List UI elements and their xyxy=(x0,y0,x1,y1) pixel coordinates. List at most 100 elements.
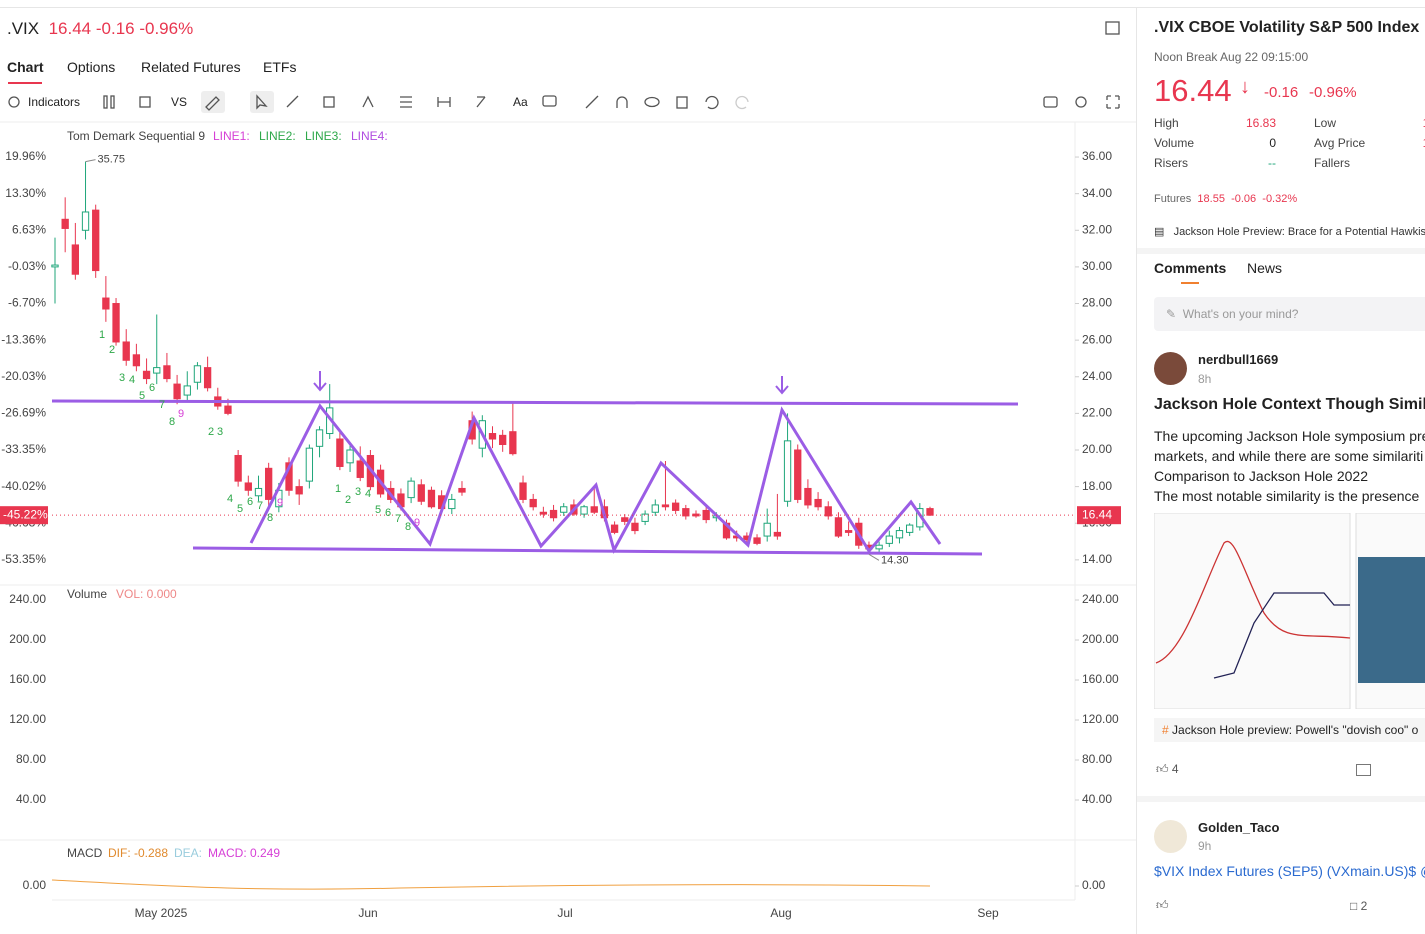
pct-tick-label: -53.35% xyxy=(1,552,46,566)
y-tick-label: 36.00 xyxy=(1082,149,1112,163)
candle-body xyxy=(895,530,904,539)
y-tick-label: 20.00 xyxy=(1082,442,1112,456)
username[interactable]: nerdbull1669 xyxy=(1198,352,1279,367)
tab[interactable]: Related Futures xyxy=(141,59,241,75)
td-count: 7 xyxy=(395,513,401,525)
chart: Tom Demark Sequential 9 LINE1: LINE2: LI… xyxy=(0,21,1136,920)
candle-body xyxy=(926,508,934,516)
pct: -0.96% xyxy=(139,19,194,38)
text-tool[interactable]: Aa xyxy=(513,95,528,109)
stat-value: 16.83 xyxy=(1245,116,1276,130)
body-line: Comparison to Jackson Hole 2022 xyxy=(1154,468,1369,484)
td-count: 6 xyxy=(149,382,155,394)
candles xyxy=(51,161,934,555)
candle-body xyxy=(875,544,883,550)
like-button[interactable]: 👍︎ xyxy=(1156,898,1169,912)
quote-pct: -0.96% xyxy=(1309,84,1357,101)
td-count: 3 xyxy=(119,372,125,384)
stat-value: 0 xyxy=(1269,136,1276,150)
candle-body xyxy=(641,513,649,522)
td-count: 4 xyxy=(365,488,371,500)
reply-icon[interactable] xyxy=(1356,764,1371,776)
candle-body xyxy=(346,449,354,464)
candle-body xyxy=(692,513,700,517)
stat-label: Volume xyxy=(1154,136,1195,150)
news-line[interactable]: ▤ Jackson Hole Preview: Brace for a Pote… xyxy=(1154,226,1425,238)
candle-body xyxy=(458,487,466,493)
tab[interactable]: Options xyxy=(67,59,116,75)
down-arrow: ↓ xyxy=(1240,76,1250,98)
candle-body xyxy=(682,508,690,517)
volume-tick-label: 120.00 xyxy=(1082,712,1119,726)
line-label: LINE4: xyxy=(351,129,388,143)
stat-label: Risers xyxy=(1154,156,1189,170)
candle-body xyxy=(173,383,181,400)
candle-body xyxy=(610,524,619,533)
tab[interactable]: Chart xyxy=(7,59,44,75)
futures-change: -0.06 xyxy=(1231,193,1257,205)
candle-body xyxy=(81,211,90,231)
y-tick-label: 28.00 xyxy=(1082,296,1112,310)
volume-tick-label: 240.00 xyxy=(1082,592,1119,606)
td-count: 5 xyxy=(375,504,381,516)
post-text[interactable]: $VIX Index Futures (SEP5) (VXmain.US)$ @ xyxy=(1154,863,1425,879)
td-count: 9 xyxy=(414,517,420,529)
post-body: The upcoming Jackson Hole symposium pre m… xyxy=(1154,426,1425,506)
candle-body xyxy=(499,434,507,446)
last-price-label: 16.44 xyxy=(1082,507,1112,521)
likes[interactable]: 👍︎ 4 xyxy=(1156,762,1179,776)
candle-body xyxy=(671,502,680,511)
volume-tick-label-left: 200.00 xyxy=(9,632,46,646)
td-count: 3 xyxy=(355,486,361,498)
td-count: 9 xyxy=(277,497,283,509)
indicators-button[interactable]: Indicators xyxy=(28,95,81,109)
candle-body xyxy=(844,530,853,533)
candle-body xyxy=(580,506,588,515)
y-tick-label: 26.00 xyxy=(1082,332,1112,346)
tab-underline xyxy=(8,82,42,84)
pct-tick-label: 6.63% xyxy=(12,222,46,236)
separator xyxy=(1137,248,1425,254)
td-count: 4 xyxy=(227,493,233,505)
high-label: 35.75 xyxy=(98,154,126,166)
candle-body xyxy=(336,438,344,467)
candle-body xyxy=(112,303,120,343)
avatar xyxy=(1154,352,1187,385)
candle-body xyxy=(621,517,629,522)
volume-tick-label: 160.00 xyxy=(1082,672,1119,686)
high-leader xyxy=(85,159,96,163)
candle-body xyxy=(315,429,324,447)
candle-body xyxy=(356,460,364,478)
news-title: Jackson Hole Preview: Brace for a Potent… xyxy=(1173,226,1425,238)
pct-tick-label: -0.03% xyxy=(8,259,46,273)
candle-body xyxy=(224,405,232,414)
tab[interactable]: ETFs xyxy=(263,59,297,75)
futures-price: 18.55 xyxy=(1197,193,1225,205)
comment-input[interactable]: ✎ What's on your mind? xyxy=(1154,297,1425,331)
low-leader xyxy=(868,553,880,561)
candle-body xyxy=(631,522,639,532)
divider xyxy=(1136,8,1137,934)
post-title[interactable]: Jackson Hole Context Though Similar xyxy=(1154,396,1425,413)
line-label: LINE3: xyxy=(305,129,342,143)
stat-label: High xyxy=(1154,116,1179,130)
vs-button[interactable]: VS xyxy=(171,95,188,109)
stat-label: Fallers xyxy=(1314,156,1351,170)
comments-tab[interactable]: Comments xyxy=(1154,260,1227,276)
username[interactable]: Golden_Taco xyxy=(1198,820,1280,835)
last-pct-label: -45.22% xyxy=(3,507,48,521)
stat-label: Avg Price xyxy=(1314,136,1366,150)
reply-count: 2 xyxy=(1360,899,1368,913)
quote-change: -0.16 xyxy=(1264,84,1299,101)
news-tab[interactable]: News xyxy=(1247,260,1283,276)
candle-body xyxy=(183,385,191,396)
candle-body xyxy=(417,484,425,502)
candle-body xyxy=(753,537,761,544)
stat-value: -- xyxy=(1268,156,1276,170)
replies[interactable]: □ 2 xyxy=(1350,899,1368,913)
avatar xyxy=(1154,820,1187,853)
tag[interactable]: # Jackson Hole preview: Powell's "dovish… xyxy=(1154,718,1425,742)
y-tick-label: 22.00 xyxy=(1082,406,1112,420)
pct-tick-label: -40.02% xyxy=(1,479,46,493)
td-count: 9 xyxy=(178,408,184,420)
